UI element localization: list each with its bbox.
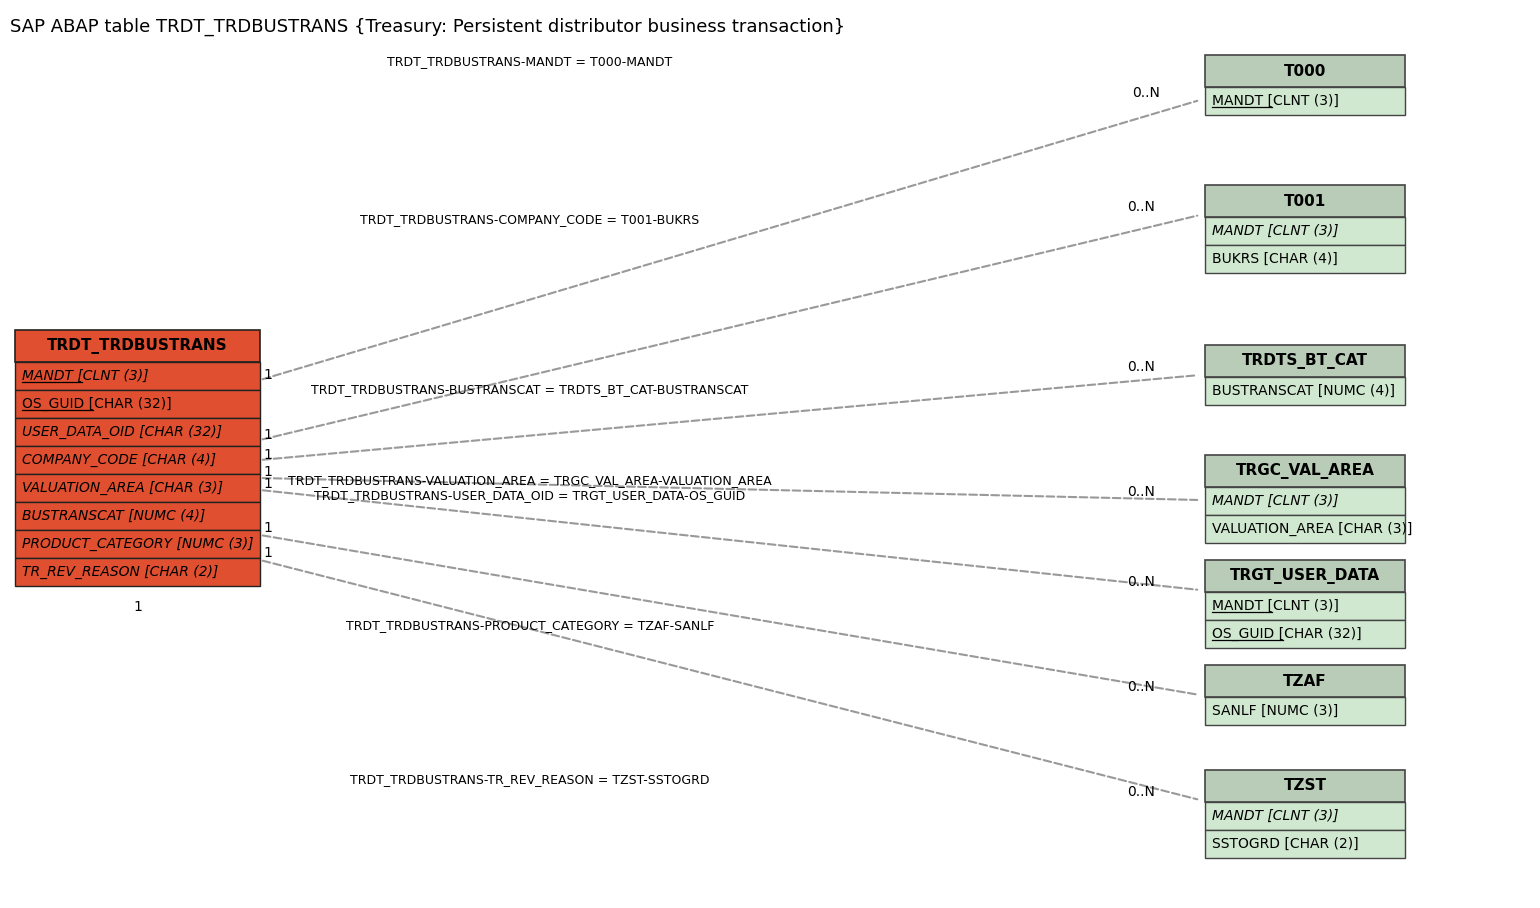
Text: 1: 1	[263, 546, 273, 560]
Text: 1: 1	[263, 521, 273, 535]
Text: TRDT_TRDBUSTRANS-VALUATION_AREA = TRGC_VAL_AREA-VALUATION_AREA
TRDT_TRDBUSTRANS-: TRDT_TRDBUSTRANS-VALUATION_AREA = TRGC_V…	[288, 474, 772, 502]
Bar	[15, 558, 260, 586]
Bar	[1204, 697, 1404, 725]
Bar	[1204, 217, 1404, 245]
Text: MANDT [CLNT (3)]: MANDT [CLNT (3)]	[1212, 599, 1338, 613]
Text: 0..N: 0..N	[1127, 575, 1155, 589]
Text: VALUATION_AREA [CHAR (3)]: VALUATION_AREA [CHAR (3)]	[22, 481, 223, 495]
Text: PRODUCT_CATEGORY [NUMC (3)]: PRODUCT_CATEGORY [NUMC (3)]	[22, 537, 254, 551]
Bar	[1204, 55, 1404, 87]
Text: MANDT [CLNT (3)]: MANDT [CLNT (3)]	[1212, 809, 1338, 823]
Text: TRDT_TRDBUSTRANS-TR_REV_REASON = TZST-SSTOGRD: TRDT_TRDBUSTRANS-TR_REV_REASON = TZST-SS…	[350, 774, 710, 786]
Text: T001: T001	[1284, 193, 1326, 209]
Text: BUKRS [CHAR (4)]: BUKRS [CHAR (4)]	[1212, 252, 1338, 266]
Bar	[15, 446, 260, 474]
Bar	[15, 390, 260, 418]
Text: BUSTRANSCAT [NUMC (4)]: BUSTRANSCAT [NUMC (4)]	[22, 509, 205, 523]
Text: 1: 1	[263, 448, 273, 462]
Text: VALUATION_AREA [CHAR (3)]: VALUATION_AREA [CHAR (3)]	[1212, 522, 1412, 536]
Text: SANLF [NUMC (3)]: SANLF [NUMC (3)]	[1212, 704, 1338, 718]
Text: 0..N: 0..N	[1127, 485, 1155, 499]
Bar	[15, 418, 260, 446]
Text: 0..N: 0..N	[1132, 86, 1160, 100]
Bar	[1204, 487, 1404, 515]
Text: TRDT_TRDBUSTRANS: TRDT_TRDBUSTRANS	[48, 338, 228, 354]
Text: 1: 1	[263, 477, 273, 491]
Text: 0..N: 0..N	[1127, 680, 1155, 694]
Text: MANDT [CLNT (3)]: MANDT [CLNT (3)]	[1212, 494, 1338, 508]
Text: TRDT_TRDBUSTRANS-COMPANY_CODE = T001-BUKRS: TRDT_TRDBUSTRANS-COMPANY_CODE = T001-BUK…	[360, 213, 699, 226]
Text: TRDTS_BT_CAT: TRDTS_BT_CAT	[1241, 353, 1368, 369]
Text: 0..N: 0..N	[1127, 200, 1155, 214]
Text: SAP ABAP table TRDT_TRDBUSTRANS {Treasury: Persistent distributor business trans: SAP ABAP table TRDT_TRDBUSTRANS {Treasur…	[9, 18, 845, 36]
Bar	[15, 530, 260, 558]
Bar	[1204, 592, 1404, 620]
Text: MANDT [CLNT (3)]: MANDT [CLNT (3)]	[22, 369, 148, 383]
Text: 0..N: 0..N	[1127, 360, 1155, 374]
Text: SSTOGRD [CHAR (2)]: SSTOGRD [CHAR (2)]	[1212, 837, 1358, 851]
Bar	[1204, 245, 1404, 273]
Bar	[1204, 830, 1404, 858]
Bar	[15, 502, 260, 530]
Text: TRGC_VAL_AREA: TRGC_VAL_AREA	[1235, 463, 1374, 479]
Text: TRDT_TRDBUSTRANS-BUSTRANSCAT = TRDTS_BT_CAT-BUSTRANSCAT: TRDT_TRDBUSTRANS-BUSTRANSCAT = TRDTS_BT_…	[311, 383, 748, 397]
Text: OS_GUID [CHAR (32)]: OS_GUID [CHAR (32)]	[1212, 627, 1361, 641]
Text: TZST: TZST	[1283, 778, 1326, 794]
Text: COMPANY_CODE [CHAR (4)]: COMPANY_CODE [CHAR (4)]	[22, 453, 216, 467]
Bar	[1204, 802, 1404, 830]
Bar	[1204, 345, 1404, 377]
Bar	[1204, 515, 1404, 543]
Bar	[1204, 560, 1404, 592]
Text: BUSTRANSCAT [NUMC (4)]: BUSTRANSCAT [NUMC (4)]	[1212, 384, 1395, 398]
Bar	[15, 474, 260, 502]
Text: T000: T000	[1284, 64, 1326, 78]
Bar	[1204, 455, 1404, 487]
Text: 1: 1	[263, 428, 273, 442]
Bar	[1204, 620, 1404, 648]
Text: OS_GUID [CHAR (32)]: OS_GUID [CHAR (32)]	[22, 397, 171, 411]
Text: USER_DATA_OID [CHAR (32)]: USER_DATA_OID [CHAR (32)]	[22, 425, 222, 439]
Bar	[1204, 185, 1404, 217]
Bar	[15, 330, 260, 362]
Text: 1: 1	[263, 368, 273, 382]
Bar	[15, 362, 260, 390]
Text: 1: 1	[263, 465, 273, 479]
Text: TRDT_TRDBUSTRANS-MANDT = T000-MANDT: TRDT_TRDBUSTRANS-MANDT = T000-MANDT	[388, 55, 673, 68]
Bar	[1204, 87, 1404, 115]
Text: MANDT [CLNT (3)]: MANDT [CLNT (3)]	[1212, 94, 1338, 108]
Text: TZAF: TZAF	[1283, 674, 1327, 688]
Text: 0..N: 0..N	[1127, 785, 1155, 799]
Bar	[1204, 377, 1404, 405]
Text: TR_REV_REASON [CHAR (2)]: TR_REV_REASON [CHAR (2)]	[22, 565, 219, 579]
Text: 1: 1	[132, 600, 142, 614]
Text: MANDT [CLNT (3)]: MANDT [CLNT (3)]	[1212, 224, 1338, 238]
Bar	[1204, 665, 1404, 697]
Bar	[1204, 770, 1404, 802]
Text: TRGT_USER_DATA: TRGT_USER_DATA	[1230, 568, 1380, 584]
Text: TRDT_TRDBUSTRANS-PRODUCT_CATEGORY = TZAF-SANLF: TRDT_TRDBUSTRANS-PRODUCT_CATEGORY = TZAF…	[346, 619, 715, 633]
